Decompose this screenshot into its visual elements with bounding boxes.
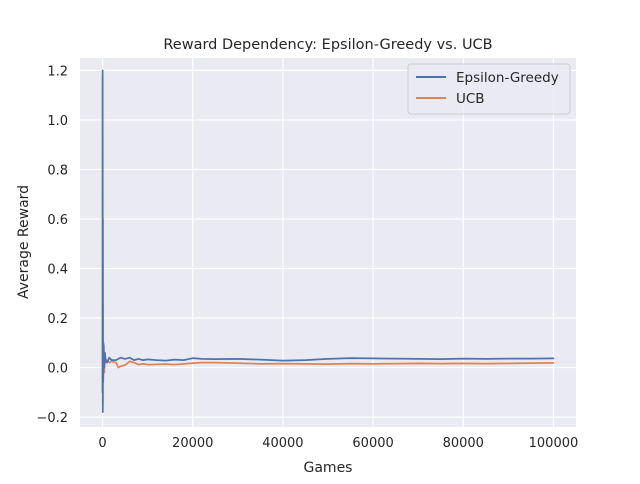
x-tick-label: 60000: [352, 436, 393, 451]
legend-label-ucb: UCB: [456, 91, 485, 107]
y-tick-label: 0.6: [47, 213, 68, 228]
legend-label-epsilon-greedy: Epsilon-Greedy: [456, 70, 559, 86]
x-tick-label: 40000: [262, 436, 303, 451]
legend-box: [407, 63, 571, 115]
chart-title: Reward Dependency: Epsilon-Greedy vs. UC…: [163, 37, 492, 53]
y-tick-label: −0.2: [36, 411, 68, 426]
gridlines: [80, 58, 576, 427]
y-tick-label: 0.4: [47, 263, 68, 278]
tick-labels: 0 20000 40000 60000 80000 100000 −0.2 0.0 0.2 0.4…: [36, 64, 578, 451]
x-tick-label: 100000: [529, 436, 579, 451]
y-tick-label: 1.0: [47, 114, 68, 129]
y-tick-label: 1.2: [47, 64, 68, 79]
series-line-epsilon-greedy: [101, 69, 555, 413]
x-axis-label: Games: [304, 460, 353, 476]
x-tick-label: 0: [98, 436, 106, 451]
y-axis-label: Average Reward: [16, 185, 32, 299]
series-lines: [101, 69, 555, 413]
y-tick-label: 0.8: [47, 163, 68, 178]
legend: Epsilon-Greedy UCB: [407, 63, 571, 115]
y-tick-label: 0.2: [47, 312, 68, 327]
x-tick-label: 20000: [172, 436, 213, 451]
x-tick-label: 80000: [443, 436, 484, 451]
y-tick-label: 0.0: [47, 362, 68, 377]
